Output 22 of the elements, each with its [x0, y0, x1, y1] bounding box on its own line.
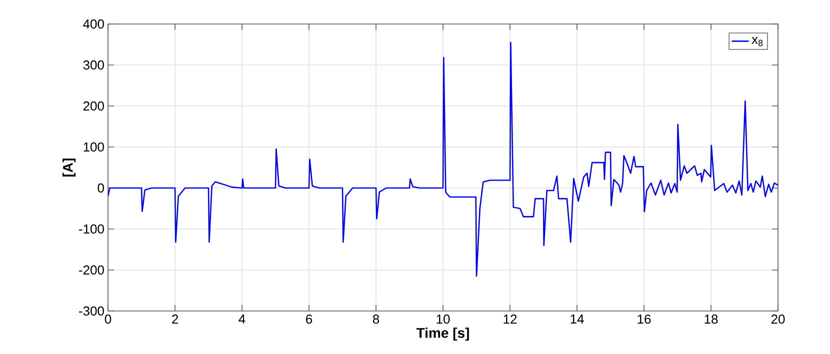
legend-label: x$_{8}$ [752, 37, 763, 46]
y-tick-label: -300 [79, 306, 104, 316]
y-tick-label: -100 [79, 224, 104, 234]
x-tick-label: 4 [238, 314, 246, 324]
x-tick-label: 20 [771, 314, 785, 324]
y-tick-label: 400 [83, 19, 104, 29]
x-tick-label: 14 [570, 314, 584, 324]
y-axis-title: [A] [62, 158, 76, 176]
x-tick-label: 16 [638, 314, 651, 324]
y-tick-label: -200 [79, 265, 104, 275]
x-tick-label: 8 [372, 314, 380, 324]
x-tick-label: 0 [104, 314, 112, 324]
y-tick-label: 200 [83, 101, 104, 111]
x-tick-label: 12 [504, 314, 517, 324]
y-tick-label: 100 [84, 142, 104, 152]
y-tick-label: 0 [98, 183, 104, 193]
x-tick-label: 6 [306, 314, 312, 324]
y-tick-label: 300 [83, 60, 104, 70]
x-tick-label: 18 [704, 314, 718, 324]
x-axis-title: Time [s] [416, 328, 469, 341]
x-tick-label: 10 [436, 314, 450, 324]
x-tick-label: 2 [172, 314, 178, 324]
